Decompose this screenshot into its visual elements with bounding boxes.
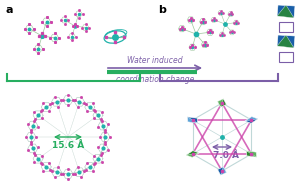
Polygon shape xyxy=(277,5,295,18)
Bar xyxy=(279,52,293,62)
Polygon shape xyxy=(247,151,257,157)
Polygon shape xyxy=(277,5,294,18)
Text: b: b xyxy=(158,5,166,15)
Polygon shape xyxy=(277,35,295,48)
Polygon shape xyxy=(218,99,223,107)
Text: coordination change: coordination change xyxy=(116,75,194,84)
Text: a: a xyxy=(5,5,12,15)
Polygon shape xyxy=(186,153,199,157)
Polygon shape xyxy=(220,167,226,175)
Polygon shape xyxy=(188,117,198,123)
Polygon shape xyxy=(218,167,226,175)
Text: 15.6 Å: 15.6 Å xyxy=(52,141,84,150)
Polygon shape xyxy=(218,99,226,107)
Text: Water induced: Water induced xyxy=(127,56,183,65)
Polygon shape xyxy=(245,117,258,121)
Polygon shape xyxy=(277,35,294,48)
Text: 7.0 Å: 7.0 Å xyxy=(213,151,239,160)
Bar xyxy=(279,22,293,32)
Polygon shape xyxy=(186,151,199,157)
Polygon shape xyxy=(247,151,257,157)
Polygon shape xyxy=(188,117,198,123)
Polygon shape xyxy=(245,117,258,123)
